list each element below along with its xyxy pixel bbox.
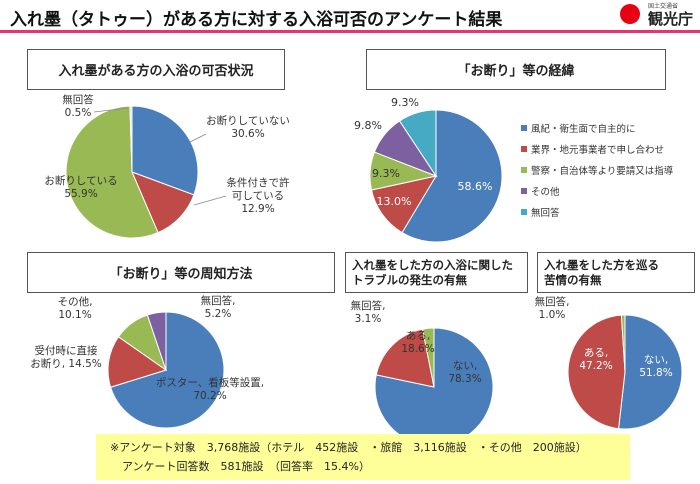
chart2-slice-4 xyxy=(398,109,437,178)
chart3-title: 「お断り」等の周知方法 xyxy=(27,252,335,293)
chart2-legend-swatch-0 xyxy=(521,125,527,131)
chart3-slice-1 xyxy=(107,336,168,388)
chart5-slice-1 xyxy=(567,314,626,430)
chart3-data-label-3: 無回答, 5.2% xyxy=(201,294,236,320)
chart1-data-label-3: 無回答 0.5% xyxy=(62,93,94,119)
chart1-title: 入れ墨がある方の入浴の可否状況 xyxy=(27,49,285,90)
chart1-slice-0 xyxy=(131,105,199,196)
chart2-legend-swatch-2 xyxy=(521,167,527,173)
chart2-legend-swatch-3 xyxy=(521,188,527,194)
chart4-slice-2 xyxy=(421,327,435,388)
chart2-data-label-0: 58.6% xyxy=(458,180,493,193)
chart3-data-label-1: 受付時に直接お断り, 14.5% xyxy=(30,344,102,370)
survey-note: ※アンケート対象 3,768施設（ホテル 452施設 ・旅館 3,116施設 ・… xyxy=(96,434,630,480)
chart4-slice-0 xyxy=(374,327,494,447)
chart1-data-label-0: お断りしていない 30.6% xyxy=(206,114,290,140)
chart4-data-label-0: ない, 78.3% xyxy=(448,360,481,385)
chart1-leader-0 xyxy=(189,133,207,143)
chart3-slice-0 xyxy=(109,311,225,429)
survey-response-text: アンケート回答数 581施設 （回答率 15.4%） xyxy=(122,460,370,473)
chart1-data-label-1: 条件付きで許可している 12.9% xyxy=(227,176,290,215)
chart5-data-label-1: ある, 47.2% xyxy=(579,347,612,372)
chart1-slice-3 xyxy=(129,105,133,173)
chart2-data-label-2: 9.3% xyxy=(372,167,400,180)
chart2-legend-swatch-1 xyxy=(521,146,527,152)
chart2-data-label-4: 9.3% xyxy=(391,96,419,109)
chart2-legend-label-3: その他 xyxy=(531,186,560,198)
chart5-slice-0 xyxy=(618,314,683,430)
chart3-data-label-2: その他, 10.1% xyxy=(58,295,93,321)
chart1-leader-3 xyxy=(93,107,129,113)
chart5-title: 入れ墨をした方を巡る 苦情の有無 xyxy=(537,252,695,293)
survey-target-text: ※アンケート対象 3,768施設（ホテル 452施設 ・旅館 3,116施設 ・… xyxy=(110,441,587,454)
chart2-legend-label-0: 風紀・衛生面で自主的に xyxy=(531,123,636,135)
chart1-data-label-2: お断りしている 55.9% xyxy=(44,174,117,200)
chart4-slice-1 xyxy=(375,328,435,388)
chart2-title: 「お断り」等の経緯 xyxy=(366,49,666,90)
chart5-data-label-0: ない, 51.8% xyxy=(639,354,672,379)
chart2-legend-label-2: 警察・自治体等より要請又は指導 xyxy=(531,165,674,177)
chart2-slice-0 xyxy=(401,109,503,243)
chart2-data-label-3: 9.8% xyxy=(354,119,382,132)
chart1-slice-2 xyxy=(65,105,159,239)
chart1-leader-1 xyxy=(193,195,227,206)
logo-text: 観光庁 xyxy=(648,10,694,28)
page-title: 入れ墨（タトゥー）がある方に対する入浴可否のアンケート結果 xyxy=(10,10,503,30)
chart5-data-label-2: 無回答, 1.0% xyxy=(535,295,570,321)
chart4-title: 入れ墨をした方の入浴に関した トラブルの発生の有無 xyxy=(345,252,528,293)
title-divider xyxy=(0,30,700,33)
logo-mark xyxy=(620,4,640,24)
chart5-slice-2 xyxy=(620,314,626,373)
chart2-legend-swatch-4 xyxy=(521,209,527,215)
chart2-data-label-1: 13.0% xyxy=(377,195,412,208)
chart2-legend-label-4: 無回答 xyxy=(531,207,560,219)
chart3-slice-3 xyxy=(146,311,167,371)
chart2-legend-label-1: 業界・地元事業者で申し合わせ xyxy=(531,144,664,156)
chart4-data-label-1: ある, 18.6% xyxy=(401,330,434,355)
logo-ministry: 国土交通省 xyxy=(648,3,679,10)
chart3-data-label-0: ポスター、看板等設置, 70.2% xyxy=(156,376,264,402)
chart4-data-label-2: 無回答, 3.1% xyxy=(351,299,386,325)
